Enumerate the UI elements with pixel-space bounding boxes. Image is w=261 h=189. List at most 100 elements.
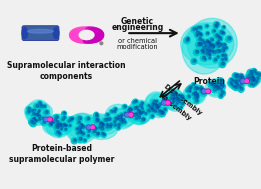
Ellipse shape bbox=[245, 75, 250, 80]
Ellipse shape bbox=[249, 78, 254, 82]
Ellipse shape bbox=[172, 102, 173, 103]
Ellipse shape bbox=[221, 86, 222, 87]
Ellipse shape bbox=[32, 121, 35, 124]
Ellipse shape bbox=[36, 113, 39, 116]
Ellipse shape bbox=[200, 50, 206, 55]
Ellipse shape bbox=[129, 115, 131, 117]
Ellipse shape bbox=[215, 85, 217, 87]
Ellipse shape bbox=[130, 110, 131, 111]
Ellipse shape bbox=[221, 84, 223, 85]
Ellipse shape bbox=[221, 86, 222, 88]
Ellipse shape bbox=[178, 94, 185, 101]
Ellipse shape bbox=[199, 26, 201, 29]
Ellipse shape bbox=[66, 114, 97, 143]
Text: Disassembly: Disassembly bbox=[162, 83, 203, 117]
Ellipse shape bbox=[27, 100, 50, 125]
Ellipse shape bbox=[215, 83, 218, 87]
Ellipse shape bbox=[97, 125, 102, 130]
Ellipse shape bbox=[118, 119, 119, 121]
Ellipse shape bbox=[231, 79, 233, 81]
Ellipse shape bbox=[50, 123, 51, 125]
Ellipse shape bbox=[124, 114, 125, 115]
Ellipse shape bbox=[102, 123, 105, 126]
Ellipse shape bbox=[216, 34, 218, 37]
Text: Protein-based
supramolecular polymer: Protein-based supramolecular polymer bbox=[9, 144, 114, 164]
Ellipse shape bbox=[73, 139, 76, 142]
Ellipse shape bbox=[209, 49, 215, 54]
Ellipse shape bbox=[236, 78, 237, 79]
Ellipse shape bbox=[61, 123, 67, 129]
Ellipse shape bbox=[235, 73, 240, 77]
Ellipse shape bbox=[65, 126, 66, 127]
Ellipse shape bbox=[217, 51, 219, 53]
Ellipse shape bbox=[57, 122, 63, 129]
Ellipse shape bbox=[218, 86, 220, 88]
Ellipse shape bbox=[187, 37, 189, 39]
Ellipse shape bbox=[248, 74, 250, 76]
Ellipse shape bbox=[247, 73, 251, 77]
Ellipse shape bbox=[201, 90, 203, 92]
Ellipse shape bbox=[96, 118, 98, 121]
Ellipse shape bbox=[209, 44, 216, 51]
Ellipse shape bbox=[194, 97, 197, 99]
Ellipse shape bbox=[208, 57, 211, 60]
Ellipse shape bbox=[191, 58, 197, 64]
Ellipse shape bbox=[235, 76, 236, 77]
Ellipse shape bbox=[220, 43, 226, 49]
Ellipse shape bbox=[35, 106, 37, 108]
Ellipse shape bbox=[176, 103, 177, 105]
Ellipse shape bbox=[38, 118, 41, 120]
Ellipse shape bbox=[194, 99, 199, 104]
Ellipse shape bbox=[216, 50, 220, 53]
Ellipse shape bbox=[250, 77, 252, 80]
Ellipse shape bbox=[117, 128, 118, 129]
Ellipse shape bbox=[153, 103, 159, 109]
Ellipse shape bbox=[189, 88, 191, 89]
Ellipse shape bbox=[36, 114, 38, 116]
Ellipse shape bbox=[124, 121, 126, 123]
Ellipse shape bbox=[241, 80, 245, 83]
Ellipse shape bbox=[168, 96, 174, 102]
Ellipse shape bbox=[210, 83, 213, 85]
Ellipse shape bbox=[154, 100, 159, 104]
Ellipse shape bbox=[245, 73, 260, 85]
Ellipse shape bbox=[198, 26, 203, 30]
Ellipse shape bbox=[44, 105, 46, 107]
Ellipse shape bbox=[86, 125, 91, 129]
Ellipse shape bbox=[157, 109, 164, 116]
Ellipse shape bbox=[62, 125, 64, 127]
Ellipse shape bbox=[56, 122, 61, 128]
Ellipse shape bbox=[120, 119, 122, 122]
Ellipse shape bbox=[196, 88, 198, 90]
Ellipse shape bbox=[169, 98, 171, 100]
Ellipse shape bbox=[192, 94, 193, 95]
Ellipse shape bbox=[136, 106, 138, 108]
Ellipse shape bbox=[239, 76, 241, 79]
Ellipse shape bbox=[79, 123, 84, 128]
Ellipse shape bbox=[120, 118, 121, 119]
Ellipse shape bbox=[55, 126, 56, 128]
Ellipse shape bbox=[130, 109, 132, 111]
Ellipse shape bbox=[128, 100, 152, 124]
Ellipse shape bbox=[31, 120, 33, 121]
Ellipse shape bbox=[219, 61, 226, 68]
Ellipse shape bbox=[239, 76, 241, 78]
Ellipse shape bbox=[213, 85, 216, 88]
Ellipse shape bbox=[201, 41, 208, 47]
Ellipse shape bbox=[155, 105, 158, 107]
Ellipse shape bbox=[76, 129, 77, 130]
Ellipse shape bbox=[215, 27, 216, 28]
Ellipse shape bbox=[98, 123, 104, 129]
Ellipse shape bbox=[253, 83, 255, 85]
Ellipse shape bbox=[234, 81, 238, 86]
Ellipse shape bbox=[141, 117, 146, 122]
Ellipse shape bbox=[214, 48, 221, 55]
Ellipse shape bbox=[208, 48, 211, 51]
Ellipse shape bbox=[222, 51, 223, 53]
Ellipse shape bbox=[215, 44, 217, 45]
Ellipse shape bbox=[201, 50, 203, 52]
Ellipse shape bbox=[236, 84, 238, 86]
Ellipse shape bbox=[215, 25, 217, 26]
Ellipse shape bbox=[205, 31, 210, 36]
Ellipse shape bbox=[30, 117, 36, 123]
